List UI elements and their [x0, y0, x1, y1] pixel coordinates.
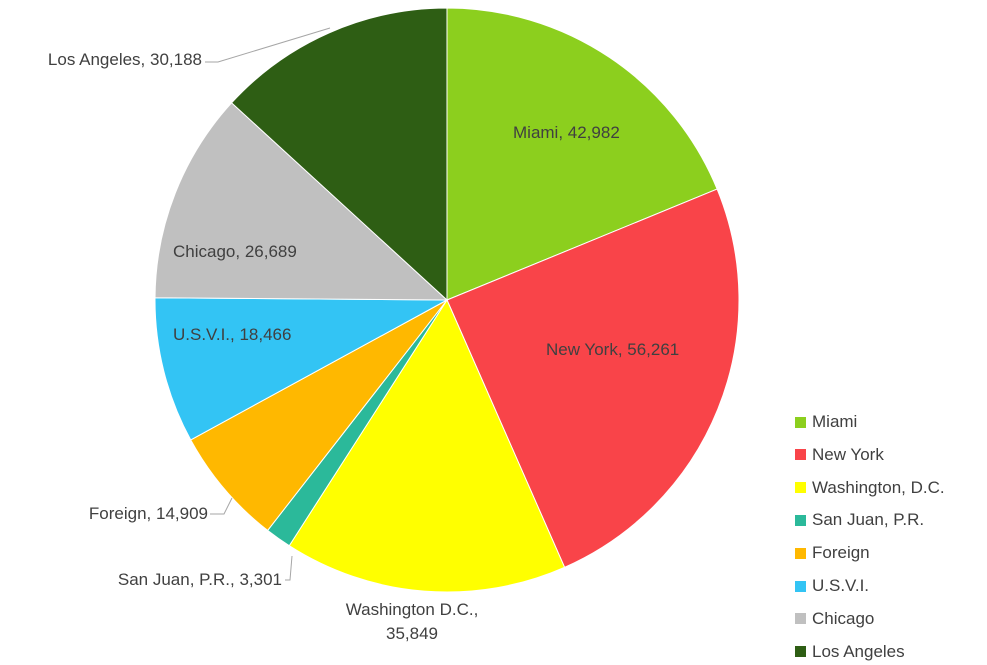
- legend-swatch: [795, 449, 806, 461]
- legend-entry: New York: [795, 445, 884, 465]
- legend-swatch: [795, 482, 806, 494]
- legend-entry: Washington, D.C.: [795, 478, 945, 498]
- data-label: Washington D.C., 35,849: [345, 600, 479, 643]
- legend-label: San Juan, P.R.: [812, 510, 925, 530]
- data-label: Miami, 42,982: [513, 123, 620, 142]
- legend-entry: U.S.V.I.: [795, 576, 869, 596]
- legend-swatch: [795, 646, 806, 658]
- pie-slice: [288, 298, 566, 593]
- legend-entry: Chicago: [795, 609, 874, 629]
- pie-slice: [446, 7, 718, 301]
- legend-entry: Los Angeles: [795, 642, 905, 662]
- legend-entry: Miami: [795, 412, 857, 432]
- legend-entry: San Juan, P.R.: [795, 510, 924, 530]
- pie-slice: [230, 7, 448, 302]
- pie-slice: [190, 299, 448, 532]
- pie-slice: [154, 297, 449, 441]
- legend-swatch: [795, 613, 806, 625]
- legend-label: Miami: [812, 412, 858, 431]
- pie-slice: [446, 188, 740, 568]
- data-label: Foreign, 14,909: [88, 504, 208, 523]
- legend-label: New York: [812, 444, 884, 464]
- pie-slice: [154, 102, 449, 301]
- legend-entry: Foreign: [795, 543, 870, 563]
- legend-label: Washington, D.C.: [812, 477, 945, 497]
- data-label: New York, 56,261: [546, 340, 680, 359]
- legend-label: U.S.V.I.: [812, 576, 870, 595]
- data-label: Los Angeles, 30,188: [47, 50, 202, 69]
- data-label: Chicago, 26,689: [173, 242, 297, 261]
- legend-swatch: [795, 547, 806, 559]
- legend-swatch: [795, 580, 806, 592]
- legend-swatch: [795, 416, 806, 428]
- leader-line: [210, 497, 233, 515]
- legend-swatch: [795, 514, 806, 526]
- data-label: U.S.V.I., 18,466: [173, 325, 292, 344]
- leader-line: [285, 555, 293, 581]
- leader-line: [205, 27, 331, 63]
- legend-label: Chicago: [812, 608, 875, 628]
- data-label: San Juan, P.R., 3,301: [117, 570, 282, 589]
- legend-label: Los Angeles: [812, 641, 905, 661]
- legend-label: Foreign: [812, 543, 870, 563]
